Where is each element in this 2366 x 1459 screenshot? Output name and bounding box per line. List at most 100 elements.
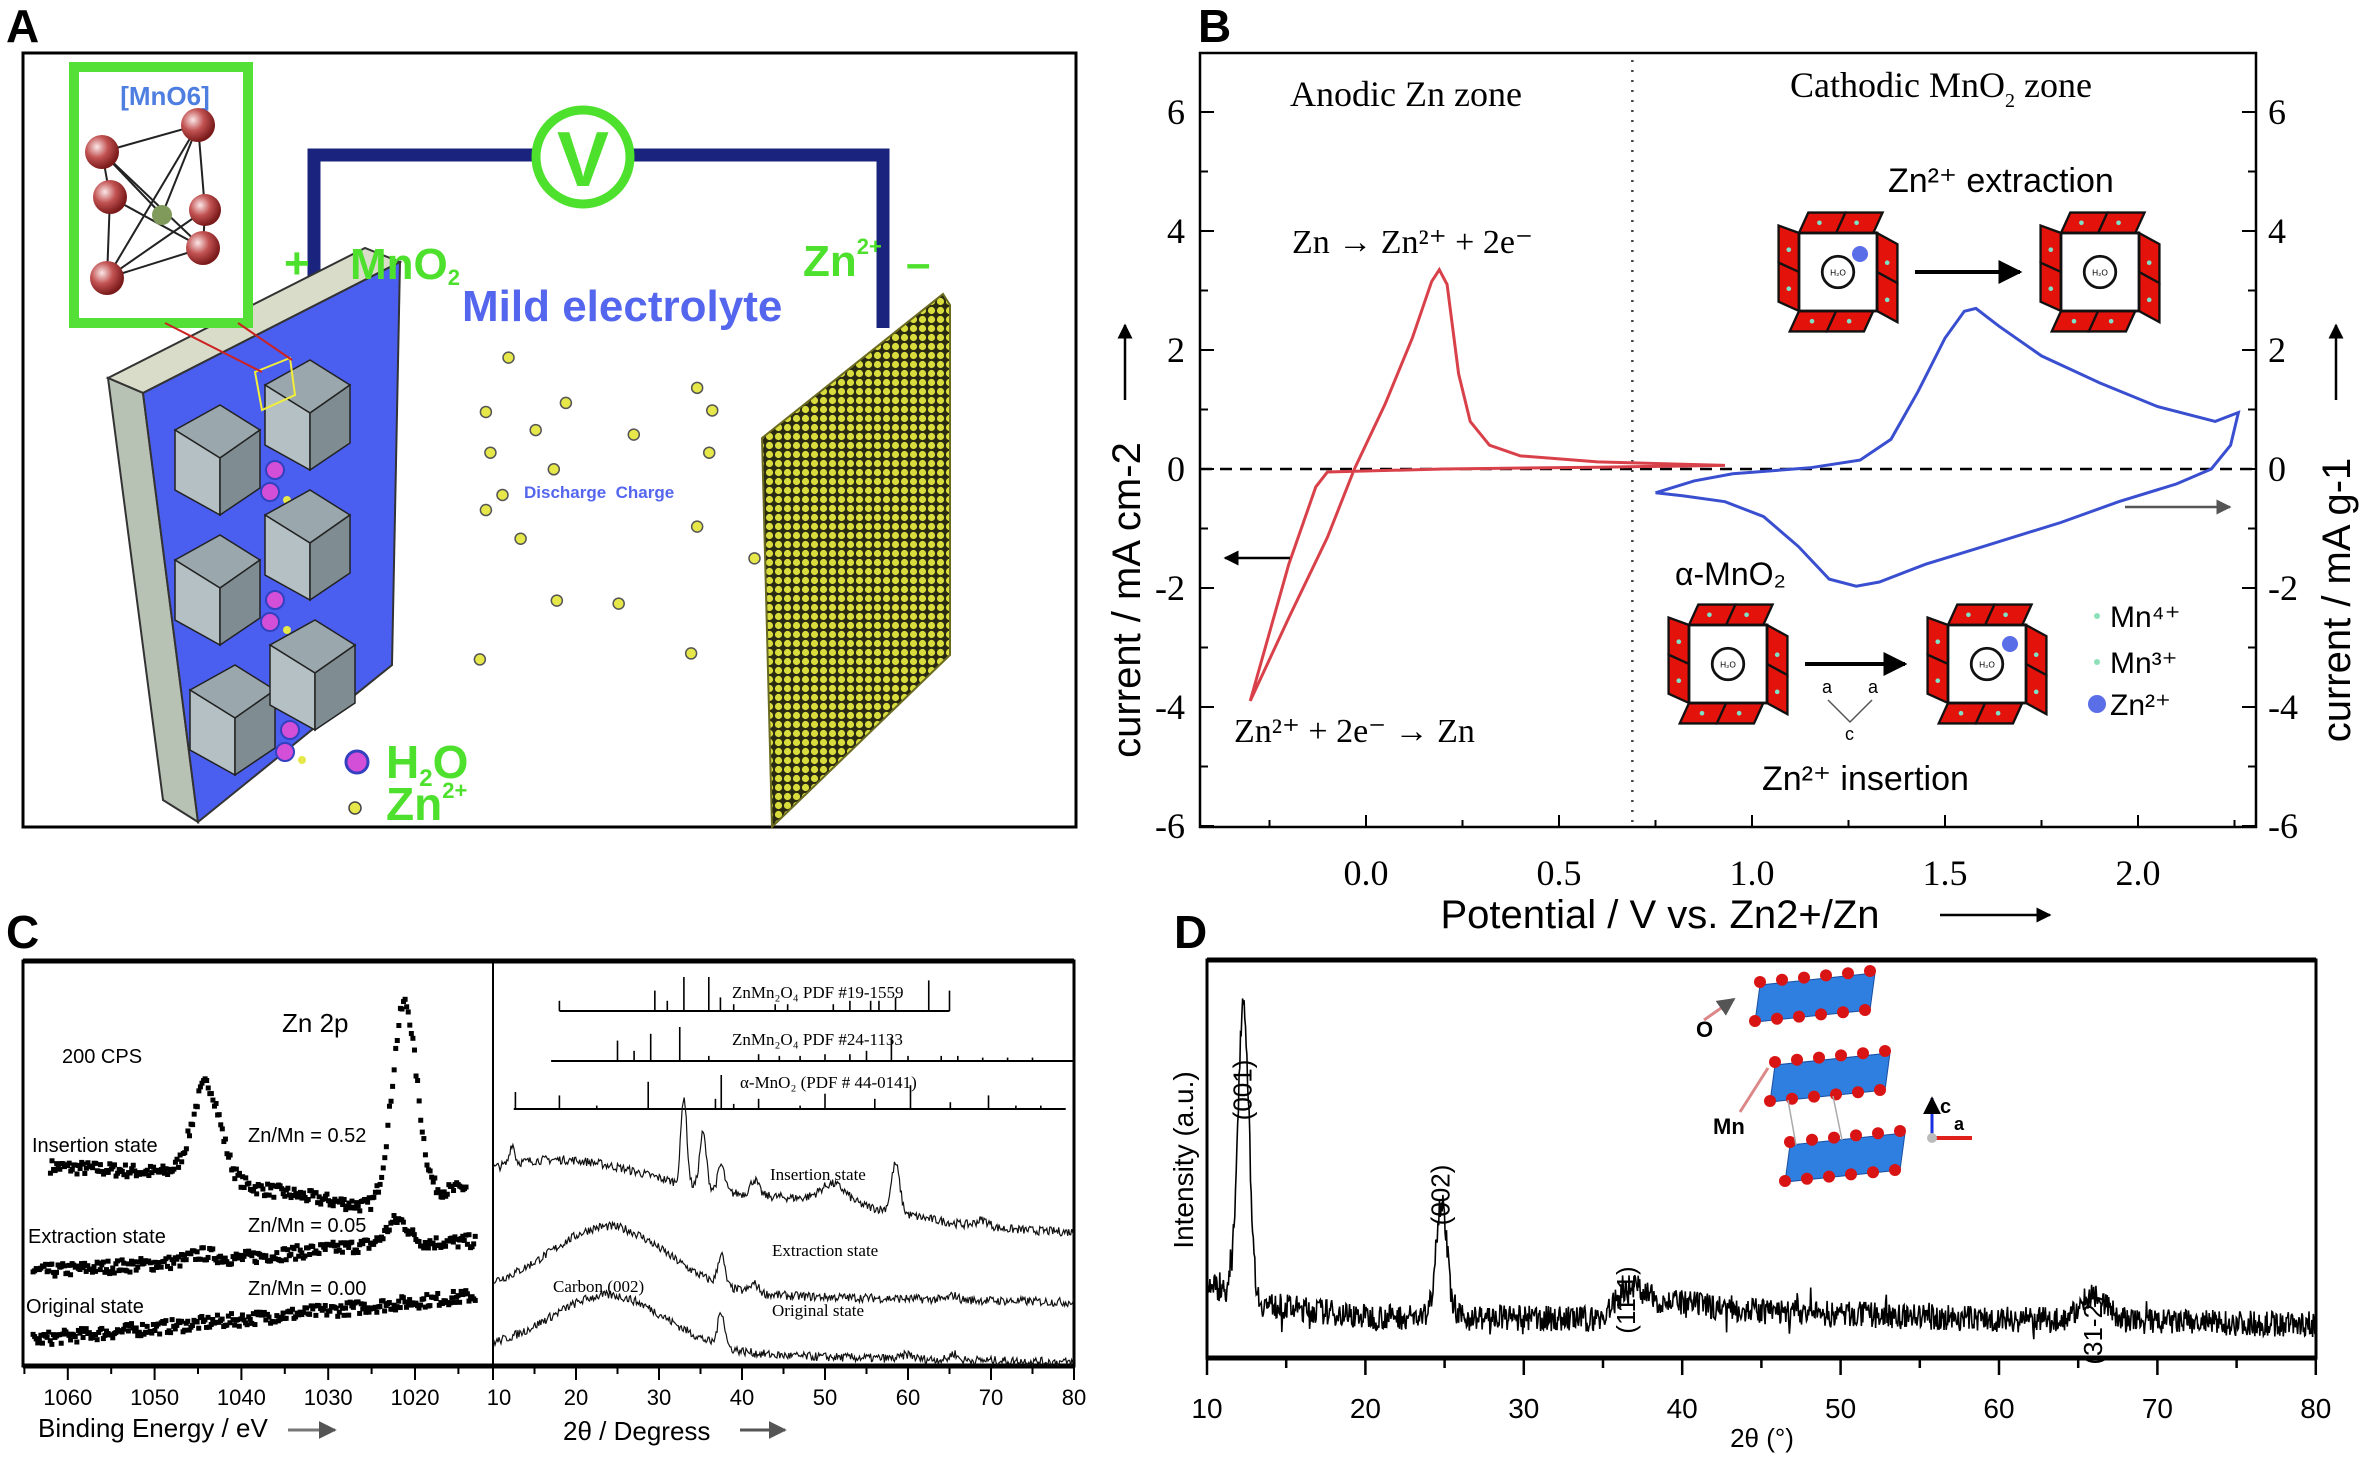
x-tick-label: 40 <box>730 1385 754 1410</box>
xps-data-point <box>443 1243 449 1249</box>
oxygen-atom <box>1894 1125 1906 1137</box>
xps-data-point <box>313 1190 319 1196</box>
xps-data-point <box>72 1162 78 1168</box>
xps-data-point <box>164 1263 170 1269</box>
cv-left-ylabel: current / mA cm-2 <box>1105 442 1149 758</box>
xps-data-point <box>301 1190 307 1196</box>
xps-data-point <box>393 1307 399 1313</box>
xps-insertion-label: Insertion state <box>32 1135 158 1157</box>
xps-data-point <box>455 1244 461 1250</box>
xps-data-point <box>64 1270 70 1276</box>
xps-data-point <box>99 1325 105 1331</box>
xps-data-point <box>364 1237 370 1243</box>
xps-data-point <box>205 1314 211 1320</box>
xps-data-point <box>279 1258 285 1264</box>
xps-data-point <box>79 1326 85 1332</box>
xps-data-point <box>311 1303 317 1309</box>
ref-label-24-1133: ZnMn₂O₄ PDF #24-1133 <box>732 1030 903 1049</box>
oxygen-atom <box>1801 1172 1813 1185</box>
y-tick-label-right: -2 <box>2268 568 2298 608</box>
xps-data-point <box>418 1302 424 1308</box>
electrolyte-label: Mild electrolyte <box>462 282 782 331</box>
xps-data-point <box>450 1288 456 1294</box>
xps-data-point <box>291 1246 297 1252</box>
xps-data-point <box>166 1254 172 1260</box>
xps-data-point <box>130 1162 136 1168</box>
x-tick-label: 0.5 <box>1537 853 1582 893</box>
xps-data-point <box>280 1310 286 1316</box>
xps-data-point <box>400 1295 406 1301</box>
xps-data-point <box>355 1203 361 1209</box>
xps-data-point <box>274 1313 280 1319</box>
octahedron <box>314 643 356 732</box>
xps-data-point <box>310 1193 316 1199</box>
xps-data-point <box>296 1253 302 1259</box>
xps-data-point <box>347 1205 353 1211</box>
xps-data-point <box>155 1260 161 1266</box>
xps-data-point <box>191 1111 197 1117</box>
xps-data-point <box>83 1326 89 1332</box>
reference-patterns <box>513 977 1074 1110</box>
xps-data-point <box>340 1202 346 1208</box>
x-tick-label: 30 <box>647 1385 671 1410</box>
zn-ion <box>479 405 493 419</box>
xps-data-point <box>100 1259 106 1265</box>
xps-data-point <box>352 1205 358 1211</box>
xps-data-point <box>50 1332 56 1338</box>
oxygen-atom <box>1815 1008 1827 1021</box>
ref-label-19-1559: ZnMn₂O₄ PDF #19-1559 <box>732 983 903 1002</box>
xps-data-point <box>449 1183 455 1189</box>
mno2-cathode <box>105 246 403 824</box>
h2o-molecule <box>265 460 285 480</box>
xps-data-point <box>268 1258 274 1264</box>
xps-data-point <box>307 1251 313 1257</box>
xps-data-point <box>344 1203 350 1209</box>
xps-data-point <box>322 1246 328 1252</box>
oxygen-atom <box>1850 1129 1862 1142</box>
xps-data-point <box>111 1162 117 1168</box>
xps-data-point <box>124 1322 130 1328</box>
xps-data-point <box>410 1035 416 1041</box>
xps-data-point <box>238 1184 244 1190</box>
xps-data-point <box>249 1253 255 1259</box>
xps-data-point <box>451 1187 457 1193</box>
xps-data-point <box>241 1253 247 1259</box>
xps-data-point <box>188 1251 194 1257</box>
xps-data-point <box>266 1314 272 1320</box>
oxygen-atom <box>1845 1168 1857 1181</box>
c-axis-label: c <box>1940 1096 1951 1118</box>
xps-data-point <box>396 1023 402 1029</box>
cv-axes: 0.0 0.5 1.0 1.5 2.0 -6 -6 -4 -4 -2 -2 0 0 2 2 4 4 6 6 <box>1155 92 2298 893</box>
xps-data-point <box>341 1196 347 1202</box>
xps-data-point <box>386 1300 392 1306</box>
xps-data-point <box>336 1199 342 1205</box>
zn-ion-icon <box>2002 636 2018 652</box>
xps-data-point <box>277 1183 283 1189</box>
xps-data-point <box>119 1168 125 1174</box>
voltmeter-label: V <box>557 115 609 203</box>
xps-data-point <box>60 1161 66 1167</box>
xps-data-point <box>99 1169 105 1175</box>
xps-data-point <box>383 1224 389 1230</box>
xps-data-point <box>124 1174 130 1180</box>
xps-data-point <box>110 1335 116 1341</box>
xps-data-point <box>424 1162 430 1168</box>
xps-data-point <box>58 1264 64 1270</box>
xps-data-point <box>290 1192 296 1198</box>
xps-data-point <box>49 1158 55 1164</box>
negative-terminal: – <box>906 239 930 288</box>
xps-data-point <box>357 1242 363 1248</box>
xps-data-point <box>372 1304 378 1310</box>
xps-data-point <box>416 1305 422 1311</box>
xps-data-point <box>343 1207 349 1213</box>
xps-data-point <box>243 1175 249 1181</box>
xps-data-point <box>283 1257 289 1263</box>
xps-data-point <box>94 1337 100 1343</box>
xps-data-point <box>411 1232 417 1238</box>
oxygen-atom <box>1749 1015 1761 1027</box>
xps-data-point <box>133 1173 139 1179</box>
xps-data-point <box>93 1268 99 1274</box>
peak-labels: (001) (002) (11-1) (31-2) <box>1227 1060 2108 1365</box>
xps-data-point <box>102 1269 108 1275</box>
